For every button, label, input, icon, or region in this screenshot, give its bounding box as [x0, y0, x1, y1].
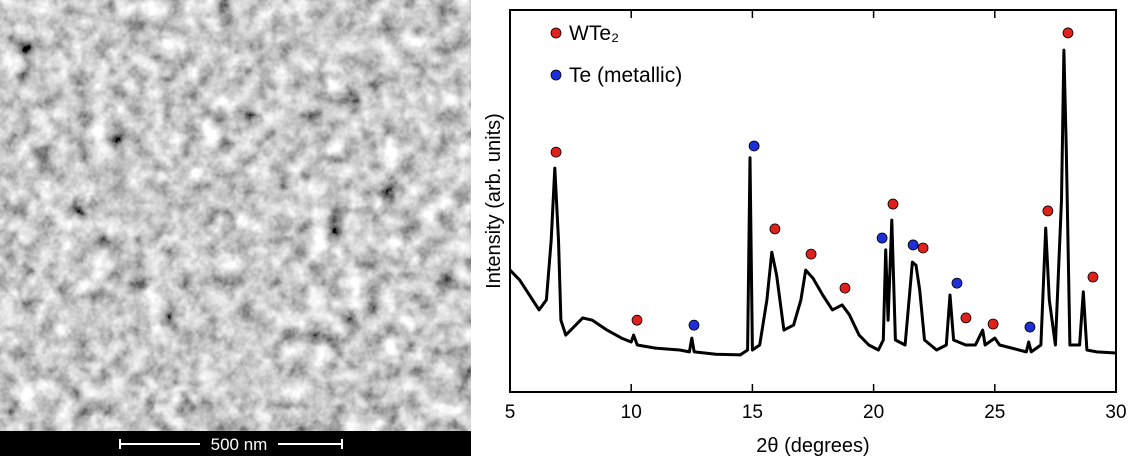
- legend-marker: [550, 27, 562, 39]
- phase-marker: [907, 239, 919, 251]
- legend-label: Te (metallic): [569, 64, 682, 87]
- xrd-pattern: [508, 48, 1117, 357]
- phase-marker: [1087, 271, 1099, 283]
- x-tick-label: 5: [505, 402, 516, 423]
- phase-marker: [550, 146, 562, 158]
- phase-marker: [1024, 321, 1036, 333]
- phase-marker: [1042, 205, 1054, 217]
- sem-image: 500 nm: [0, 0, 471, 456]
- x-tick-label: 25: [984, 402, 1005, 423]
- phase-marker: [987, 318, 999, 330]
- x-tick-label: 10: [621, 402, 642, 423]
- x-tick-label: 30: [1105, 402, 1126, 423]
- phase-marker: [960, 312, 972, 324]
- phase-marker: [748, 140, 760, 152]
- xrd-chart: 5 10 15 20 25 30 WTe₂ Te (metallic) 2θ (degrees)…: [483, 9, 1127, 456]
- phase-marker: [631, 314, 643, 326]
- phase-marker: [1062, 27, 1074, 39]
- scale-strip: [0, 431, 471, 456]
- y-axis-label: Intensity (arb. units): [483, 113, 505, 289]
- phase-marker: [917, 242, 929, 254]
- phase-marker: [688, 319, 700, 331]
- x-axis-label: 2θ (degrees): [756, 435, 869, 456]
- phase-marker: [805, 248, 817, 260]
- phase-marker: [951, 277, 963, 289]
- plot-frame: [509, 9, 1117, 393]
- phase-marker: [887, 198, 899, 210]
- scale-label: 500 nm: [211, 435, 268, 454]
- legend-marker: [550, 69, 562, 81]
- legend-label: WTe₂: [569, 22, 619, 45]
- phase-marker: [839, 282, 851, 294]
- phase-marker: [876, 232, 888, 244]
- sem-texture: [0, 0, 471, 431]
- phase-marker: [769, 223, 781, 235]
- x-tick-label: 15: [742, 402, 763, 423]
- x-tick-label: 20: [863, 402, 884, 423]
